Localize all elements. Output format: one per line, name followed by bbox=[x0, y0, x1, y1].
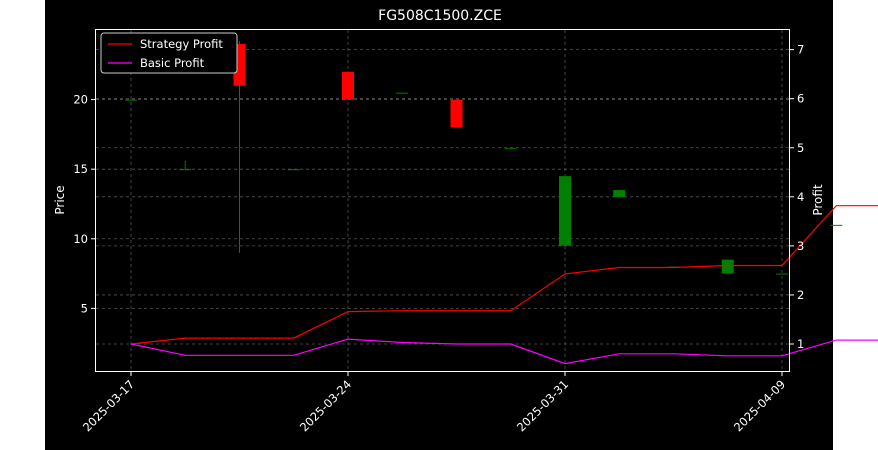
candle-body bbox=[504, 148, 517, 150]
y-right-tick-label: 4 bbox=[797, 190, 804, 204]
candle-body bbox=[342, 71, 354, 100]
y-right-tick-label: 1 bbox=[797, 337, 804, 351]
chart-title: FG508C1500.ZCE bbox=[378, 8, 502, 24]
candle-body bbox=[396, 92, 409, 94]
y-right-tick-label: 3 bbox=[797, 239, 804, 253]
series-line bbox=[130, 338, 878, 365]
y-left-tick-label: 5 bbox=[81, 301, 88, 315]
candle-body bbox=[721, 259, 734, 274]
legend-strategy-label: Strategy Profit bbox=[140, 37, 223, 51]
y-left-tick-label: 20 bbox=[73, 93, 88, 107]
candle-body bbox=[776, 273, 788, 275]
candle-body bbox=[179, 169, 192, 171]
candle-body bbox=[613, 190, 626, 198]
y-right-tick-label: 6 bbox=[797, 92, 804, 106]
left-axis-label: Price bbox=[53, 185, 67, 214]
candle-body bbox=[287, 169, 300, 171]
legend-box bbox=[100, 32, 238, 74]
plot-frame bbox=[95, 29, 790, 372]
right-axis-label: Profit bbox=[811, 184, 825, 216]
y-right-tick-label: 5 bbox=[797, 141, 804, 155]
legend-basic-label: Basic Profit bbox=[140, 56, 205, 70]
y-left-tick-label: 15 bbox=[73, 162, 88, 176]
figure-background bbox=[45, 0, 833, 450]
candle-body bbox=[559, 176, 571, 246]
y-right-tick-label: 7 bbox=[797, 43, 804, 57]
legend: Strategy Profit Basic Profit bbox=[100, 32, 238, 74]
candle-body bbox=[450, 99, 463, 128]
candle-body bbox=[125, 99, 137, 101]
candle-body bbox=[830, 224, 843, 226]
series-line bbox=[130, 205, 878, 345]
y-left-tick-label: 10 bbox=[73, 232, 88, 246]
y-right-tick-label: 2 bbox=[797, 288, 804, 302]
profit-lines bbox=[130, 205, 878, 365]
